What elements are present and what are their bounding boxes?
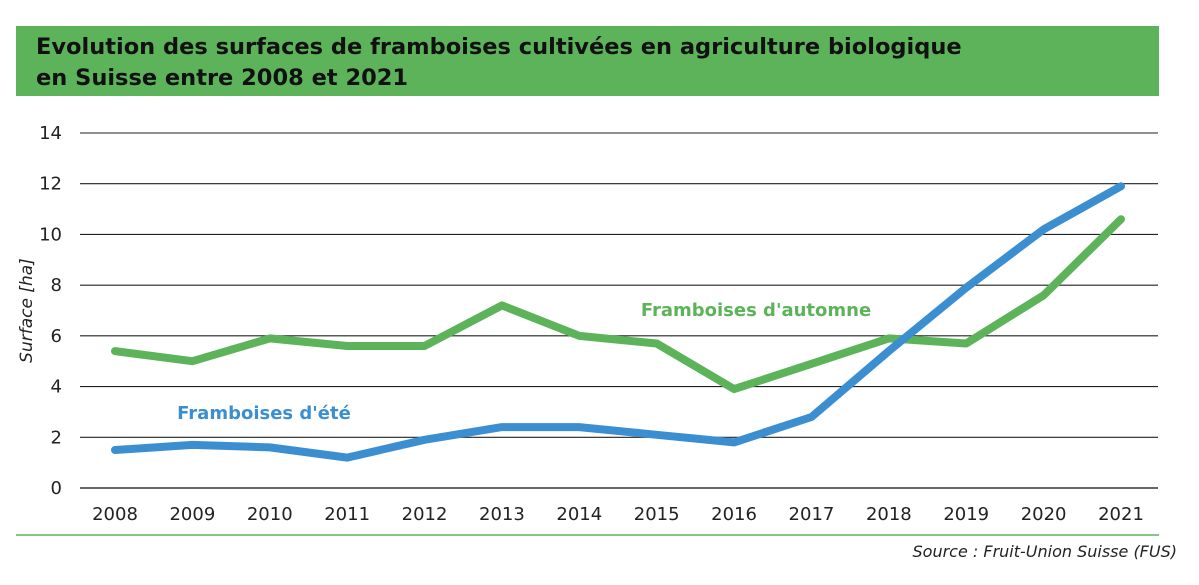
x-tick-label-2008: 2008 — [92, 504, 138, 525]
x-tick-label-2014: 2014 — [556, 504, 602, 525]
x-tick-label-2020: 2020 — [1021, 504, 1067, 525]
y-tick-label-4: 4 — [51, 377, 62, 398]
x-tick-label-2021: 2021 — [1098, 504, 1144, 525]
x-tick-label-2015: 2015 — [634, 504, 680, 525]
x-tick-label-2012: 2012 — [402, 504, 448, 525]
series-label-framboises-automne: Framboises d'automne — [641, 300, 871, 321]
y-axis-label: Surface [ha] — [17, 258, 37, 363]
x-tick-label-2018: 2018 — [866, 504, 912, 525]
y-tick-label-14: 14 — [39, 123, 62, 144]
y-tick-label-6: 6 — [51, 326, 62, 347]
x-tick-label-2016: 2016 — [711, 504, 757, 525]
x-tick-label-2013: 2013 — [479, 504, 525, 525]
y-tick-label-8: 8 — [51, 275, 62, 296]
chart-title-line-1: Evolution des surfaces de framboises cul… — [36, 34, 962, 60]
series-line-framboises-automne — [111, 215, 1125, 394]
series-line-framboises-ete — [111, 182, 1125, 462]
x-tick-label-2010: 2010 — [247, 504, 293, 525]
chart-title-line-2: en Suisse entre 2008 et 2021 — [36, 65, 409, 91]
chart-title: Evolution des surfaces de framboises cul… — [36, 32, 1136, 94]
title-banner: Evolution des surfaces de framboises cul… — [16, 26, 1159, 96]
y-tick-label-10: 10 — [39, 224, 62, 245]
x-tick-label-2011: 2011 — [324, 504, 370, 525]
x-tick-label-2009: 2009 — [169, 504, 215, 525]
y-tick-label-2: 2 — [51, 427, 62, 448]
source-note: Source : Fruit-Union Suisse (FUS) — [912, 542, 1178, 561]
x-tick-label-2019: 2019 — [943, 504, 989, 525]
y-tick-label-0: 0 — [51, 478, 62, 499]
series-label-framboises-ete: Framboises d'été — [177, 403, 351, 424]
y-tick-label-12: 12 — [39, 174, 62, 195]
x-tick-label-2017: 2017 — [789, 504, 835, 525]
